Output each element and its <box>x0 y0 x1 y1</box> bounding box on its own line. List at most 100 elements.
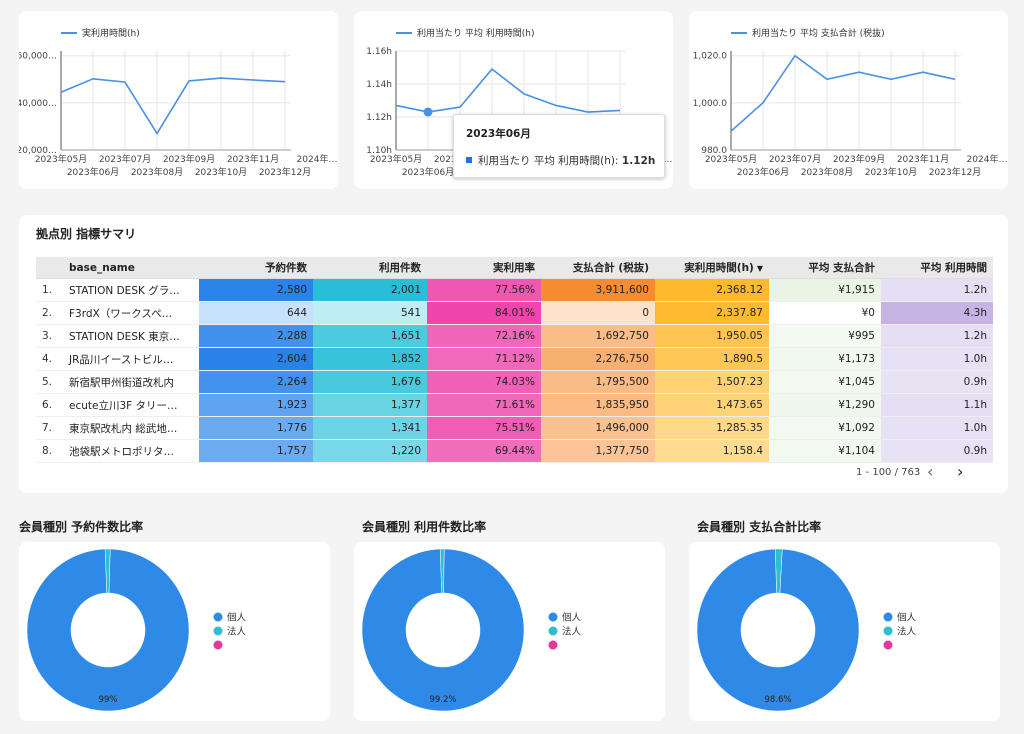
sort-desc-icon[interactable]: ▼ <box>756 264 763 273</box>
x-tick-label: 2023年10月 <box>195 166 247 178</box>
cell-avg-payment: ¥1,045 <box>769 370 881 394</box>
pie-slice-individual[interactable] <box>696 548 860 712</box>
y-tick-label: 1,020.0 <box>693 52 728 62</box>
cell-usage-hours: 1,890.5 <box>655 347 769 371</box>
pie-percent-label: 98.6% <box>764 695 791 705</box>
table-header-row: base_name 予約件数 利用件数 実利用率 支払合計 (税抜) 実利用時間… <box>36 257 993 279</box>
legend-dot-icon <box>548 626 558 636</box>
cell-index: 1. <box>36 278 63 302</box>
cell-name: STATION DESK グラ… <box>63 278 199 302</box>
cell-usages: 1,852 <box>313 347 427 371</box>
cell-usage-hours: 1,158.4 <box>655 439 769 463</box>
line-chart-1[interactable]: 実利用時間(h)60,000…40,000…20,000…2023年05月 202… <box>19 11 338 189</box>
cell-payment-total: 1,377,750 <box>541 439 655 463</box>
x-tick-label: 2024年… <box>297 153 338 165</box>
cell-avg-payment: ¥0 <box>769 301 881 325</box>
cell-usage-rate: 72.16% <box>427 324 541 348</box>
tooltip-label: 利用当たり 平均 利用時間(h): <box>478 155 619 167</box>
legend-label: 法人 <box>897 626 917 638</box>
cell-avg-hours: 1.2h <box>881 278 993 302</box>
series-line[interactable] <box>730 54 956 132</box>
summary-table: base_name 予約件数 利用件数 実利用率 支払合計 (税抜) 実利用時間… <box>36 257 993 463</box>
cell-payment-total: 0 <box>541 301 655 325</box>
legend-dot-icon <box>213 640 223 650</box>
cell-usage-hours: 1,473.65 <box>655 393 769 417</box>
series-square-icon <box>466 157 472 163</box>
legend-label: 実利用時間(h) <box>82 27 140 39</box>
x-tick-label: 2023年08月 <box>131 166 183 178</box>
cell-avg-hours: 1.2h <box>881 324 993 348</box>
cell-index: 3. <box>36 324 63 348</box>
legend-label: 個人 <box>897 612 917 624</box>
table-row[interactable]: 5. 新宿駅甲州街道改札内 2,264 1,676 74.03% 1,795,500 1,5… <box>36 370 993 394</box>
cell-payment-total: 1,692,750 <box>541 324 655 348</box>
x-tick-label: 2023年06月 <box>402 166 454 178</box>
cell-reservations: 1,776 <box>199 416 313 440</box>
x-tick-label: 2023年09月 <box>163 153 215 165</box>
prev-page-button[interactable]: ‹ <box>927 462 934 481</box>
highlighted-data-point[interactable] <box>423 107 433 117</box>
cell-index: 7. <box>36 416 63 440</box>
cell-usages: 1,341 <box>313 416 427 440</box>
header-usage-rate[interactable]: 実利用率 <box>427 257 541 279</box>
tooltip-row: 利用当たり 平均 利用時間(h): 1.12h <box>466 153 655 168</box>
y-tick-label: 20,000… <box>19 146 57 156</box>
cell-avg-payment: ¥1,104 <box>769 439 881 463</box>
cell-payment-total: 1,795,500 <box>541 370 655 394</box>
x-tick-label: 2024年… <box>967 153 1008 165</box>
header-payment-total[interactable]: 支払合計 (税抜) <box>541 257 655 279</box>
cell-payment-total: 2,276,750 <box>541 347 655 371</box>
cell-usages: 1,676 <box>313 370 427 394</box>
series-line[interactable] <box>60 77 286 136</box>
y-tick-label: 60,000… <box>19 52 57 62</box>
x-tick-label: 2023年09月 <box>833 153 885 165</box>
series-line[interactable] <box>395 68 621 113</box>
x-tick-label: 2023年11月 <box>897 153 949 165</box>
cell-usages: 1,220 <box>313 439 427 463</box>
table-title: 拠点別 指標サマリ <box>36 227 137 241</box>
pie-slice-individual[interactable] <box>361 548 525 712</box>
header-avg-hours[interactable]: 平均 利用時間 <box>881 257 993 279</box>
table-row[interactable]: 1. STATION DESK グラ… 2,580 2,001 77.56% 3,911,… <box>36 278 993 302</box>
cell-usage-rate: 77.56% <box>427 278 541 302</box>
cell-name: 東京駅改札内 総武地… <box>63 416 199 440</box>
x-tick-label: 2023年07月 <box>99 153 151 165</box>
table-row[interactable]: 3. STATION DESK 東京… 2,288 1,651 72.16% 1,692,… <box>36 324 993 348</box>
table-row[interactable]: 6. ecute立川3F タリー… 1,923 1,377 71.61% 1,835,95… <box>36 393 993 417</box>
table-row[interactable]: 2. F3rdX（ワークスペ… 644 541 84.01% 0 2,337.87 ¥0 4.3… <box>36 301 993 325</box>
x-tick-label: 2023年11月 <box>227 153 279 165</box>
header-reservations[interactable]: 予約件数 <box>199 257 313 279</box>
pie-title-3: 会員種別 支払合計比率 <box>697 520 822 534</box>
x-tick-label: 2023年05月 <box>370 153 422 165</box>
pie-card-2: 99.2% 個人 法人 <box>354 542 665 721</box>
header-base-name[interactable]: base_name <box>63 257 199 279</box>
cell-name: ecute立川3F タリー… <box>63 393 199 417</box>
pie-title-1: 会員種別 予約件数比率 <box>19 520 144 534</box>
table-row[interactable]: 7. 東京駅改札内 総武地… 1,776 1,341 75.51% 1,496,000 1,… <box>36 416 993 440</box>
cell-reservations: 2,604 <box>199 347 313 371</box>
next-page-button[interactable]: › <box>957 462 964 481</box>
legend-label: 法人 <box>227 626 247 638</box>
cell-usage-rate: 71.12% <box>427 347 541 371</box>
header-usage-hours[interactable]: 実利用時間(h) ▼ <box>655 257 769 279</box>
header-usages[interactable]: 利用件数 <box>313 257 427 279</box>
cell-reservations: 1,757 <box>199 439 313 463</box>
cell-reservations: 2,580 <box>199 278 313 302</box>
x-tick-label: 2023年05月 <box>35 153 87 165</box>
x-tick-label: 2023年12月 <box>929 166 981 178</box>
header-avg-payment[interactable]: 平均 支払合計 <box>769 257 881 279</box>
cell-name: STATION DESK 東京… <box>63 324 199 348</box>
cell-index: 4. <box>36 347 63 371</box>
legend-label: 法人 <box>562 626 582 638</box>
table-row[interactable]: 4. JR品川イーストビル… 2,604 1,852 71.12% 2,276,750 1,… <box>36 347 993 371</box>
line-chart-3[interactable]: 利用当たり 平均 支払合計 (税抜)1,020.01,000.0980.0202… <box>689 11 1008 189</box>
cell-avg-hours: 4.3h <box>881 301 993 325</box>
pie-title-2: 会員種別 利用件数比率 <box>362 520 487 534</box>
pie-slice-individual[interactable] <box>26 548 190 712</box>
pie-percent-label: 99% <box>99 695 118 705</box>
cell-avg-payment: ¥1,915 <box>769 278 881 302</box>
table-row[interactable]: 8. 池袋駅メトロポリタ… 1,757 1,220 69.44% 1,377,750 1,1… <box>36 439 993 463</box>
